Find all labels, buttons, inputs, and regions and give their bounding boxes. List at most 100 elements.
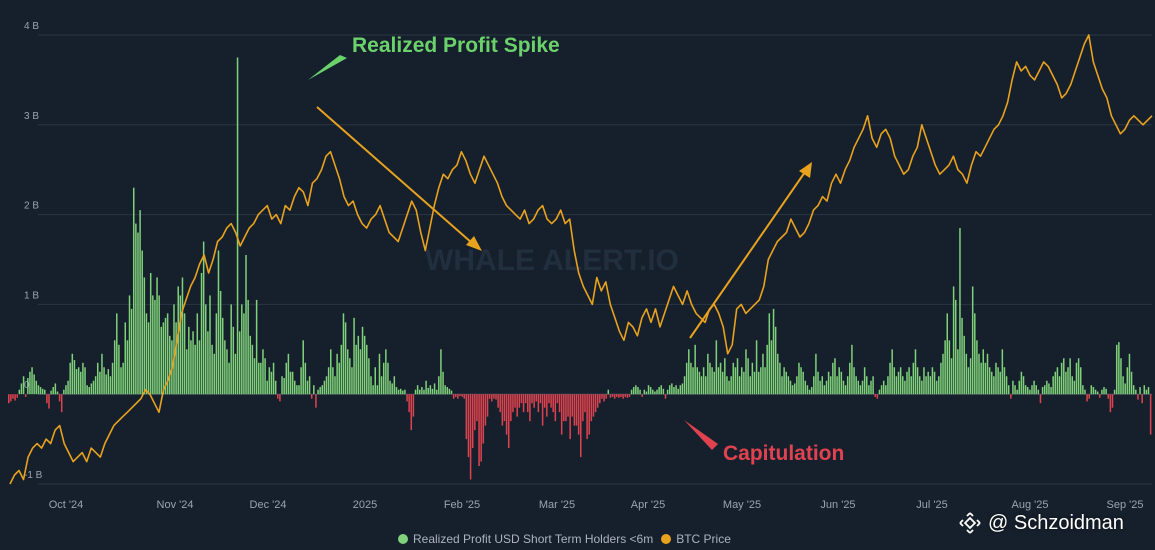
profit-bar: [342, 313, 345, 395]
profit-bar: [325, 376, 328, 395]
profit-bar: [495, 394, 497, 400]
profit-bars: [8, 57, 1152, 480]
profit-bar: [450, 390, 453, 395]
legend-item-realized-profit[interactable]: Realized Profit USD Short Term Holders <…: [398, 532, 653, 546]
profit-bar: [406, 394, 408, 402]
profit-bar: [910, 376, 912, 395]
profit-bar: [35, 380, 38, 395]
profit-bar: [10, 394, 12, 402]
profit-bar: [933, 371, 936, 395]
profit-bar: [230, 304, 232, 395]
profit-bar: [111, 362, 114, 395]
profit-bar: [56, 391, 59, 395]
profit-bar: [154, 299, 156, 395]
profit-bar: [982, 349, 985, 395]
profit-bar: [1063, 358, 1065, 395]
profit-bar: [304, 362, 307, 395]
profit-bar: [647, 385, 650, 395]
profit-bar: [128, 295, 131, 395]
profit-bar: [859, 385, 862, 395]
profit-bar: [141, 250, 143, 395]
profit-bar: [12, 394, 14, 399]
profit-bar: [931, 367, 934, 395]
profit-bar: [935, 380, 938, 395]
profit-bar: [840, 371, 843, 395]
profit-bar: [482, 394, 485, 444]
profit-bar: [543, 394, 546, 408]
profit-bar: [878, 389, 881, 395]
profit-bar: [393, 376, 396, 395]
profit-bar: [412, 394, 415, 417]
profit-bar: [639, 389, 641, 395]
profit-bar: [1067, 367, 1069, 395]
profit-bar: [73, 360, 76, 395]
legend-item-btc-price[interactable]: BTC Price: [661, 532, 731, 546]
profit-bar: [683, 376, 686, 395]
profit-bar: [344, 322, 347, 395]
profit-bar: [272, 362, 275, 395]
profit-bar: [1086, 394, 1088, 402]
profit-bar: [124, 322, 127, 395]
profit-bar: [1052, 376, 1054, 395]
profit-bar: [573, 394, 576, 426]
profit-bar: [965, 353, 968, 395]
profit-bar: [1041, 387, 1044, 395]
profit-bar: [357, 335, 360, 395]
profit-bar: [467, 394, 470, 458]
profit-bar: [270, 371, 273, 395]
profit-bar: [954, 299, 957, 395]
profit-bar: [1094, 389, 1097, 395]
profit-bar: [1103, 387, 1105, 395]
profit-bar: [594, 394, 597, 413]
profit-bar: [1109, 394, 1112, 413]
profit-bar: [48, 394, 50, 409]
profit-bar: [753, 371, 756, 395]
profit-bar: [751, 362, 754, 395]
profit-bar: [126, 340, 129, 395]
profit-bar: [211, 344, 213, 395]
profit-bar: [1050, 387, 1052, 395]
profit-bar: [80, 371, 82, 395]
profit-bar: [995, 362, 997, 395]
profit-bar: [681, 383, 684, 395]
profit-bar: [488, 394, 491, 399]
profit-bar: [1120, 358, 1122, 395]
profit-bar: [196, 313, 199, 395]
profit-bar: [1124, 383, 1126, 395]
profit-bar: [732, 362, 735, 395]
profit-bar: [957, 349, 959, 395]
profit-bar: [575, 394, 578, 426]
profit-bar: [431, 388, 434, 395]
profit-bar: [984, 362, 987, 395]
profit-bar: [622, 394, 624, 399]
profit-bar: [1001, 349, 1004, 395]
profit-bar: [785, 371, 787, 395]
x-tick-label: 2025: [353, 499, 377, 511]
profit-bar: [923, 367, 925, 395]
btc-price-line-group: [9, 34, 1153, 485]
profit-bar: [361, 326, 364, 395]
profit-bar: [796, 376, 798, 395]
profit-bar: [188, 326, 190, 395]
profit-bar: [1020, 371, 1023, 395]
profit-bar: [768, 313, 771, 395]
profit-bar: [1073, 380, 1076, 395]
profit-bar: [760, 367, 762, 395]
uptrend-arrow: [689, 162, 812, 339]
profit-bar: [418, 389, 421, 395]
profit-bar: [308, 376, 311, 395]
y-tick-label: 2 B: [24, 201, 39, 212]
profit-bar: [253, 358, 256, 395]
profit-bar: [616, 394, 618, 397]
profit-bar: [158, 295, 160, 395]
profit-bar: [228, 362, 230, 395]
profit-bar: [584, 394, 586, 413]
profit-bar: [770, 340, 773, 395]
profit-bar: [510, 394, 512, 422]
profit-bar: [944, 340, 946, 395]
profit-bar: [772, 308, 775, 395]
profit-bar: [219, 290, 222, 395]
profit-bar: [77, 367, 80, 395]
profit-bar: [607, 389, 610, 395]
profit-bar: [300, 367, 302, 395]
